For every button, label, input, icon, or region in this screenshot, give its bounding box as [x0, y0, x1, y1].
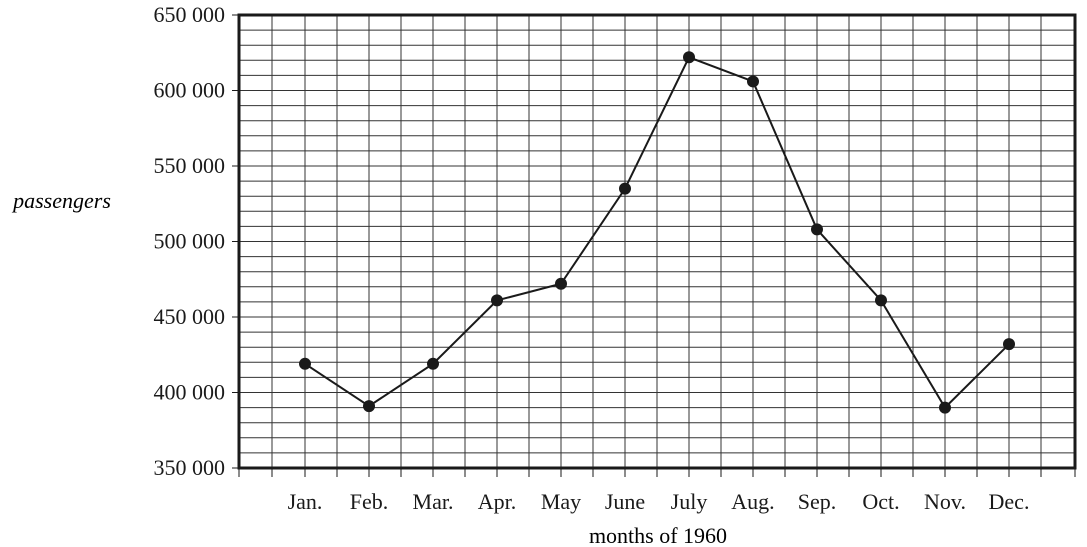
y-axis-tick-labels: 350 000 400 000 450 000 500 000 550 000 600 0… [154, 2, 239, 480]
data-point [555, 277, 567, 290]
data-point [875, 294, 887, 307]
data-points [299, 51, 1015, 414]
x-axis-ticks [238, 468, 1076, 477]
data-point [1003, 338, 1015, 351]
x-axis-label: months of 1960 [589, 523, 727, 547]
x-tick-label: July [671, 489, 708, 514]
data-point [747, 75, 759, 88]
data-point [299, 357, 311, 370]
data-point [619, 182, 631, 195]
data-point [811, 223, 823, 236]
x-tick-label: Feb. [350, 489, 389, 514]
y-tick-label: 600 000 [154, 78, 226, 103]
x-tick-label: Aug. [731, 489, 774, 514]
y-tick-label: 350 000 [154, 455, 226, 480]
x-tick-label: Dec. [989, 489, 1030, 514]
data-point [491, 294, 503, 307]
y-axis-label: passengers [11, 188, 111, 213]
y-tick-label: 450 000 [154, 304, 226, 329]
data-point [363, 400, 375, 413]
x-tick-label: Apr. [478, 489, 517, 514]
x-tick-label: Oct. [862, 489, 899, 514]
x-tick-label: May [541, 489, 581, 514]
x-tick-label: Sep. [798, 489, 837, 514]
x-tick-label: Mar. [413, 489, 454, 514]
data-point [427, 357, 439, 370]
x-tick-label: June [605, 489, 645, 514]
series-line [304, 56, 1010, 410]
x-axis-tick-labels: Jan. Feb. Mar. Apr. May June July Aug. Sep. Oct. N… [288, 489, 1030, 514]
grid-lines [239, 15, 1075, 468]
y-tick-label: 500 000 [154, 229, 226, 254]
x-tick-label: Nov. [924, 489, 966, 514]
data-point [683, 51, 695, 64]
y-tick-label: 550 000 [154, 153, 226, 178]
y-tick-label: 650 000 [154, 2, 226, 27]
x-tick-label: Jan. [288, 489, 323, 514]
y-tick-label: 400 000 [154, 380, 226, 405]
data-point [939, 401, 951, 414]
